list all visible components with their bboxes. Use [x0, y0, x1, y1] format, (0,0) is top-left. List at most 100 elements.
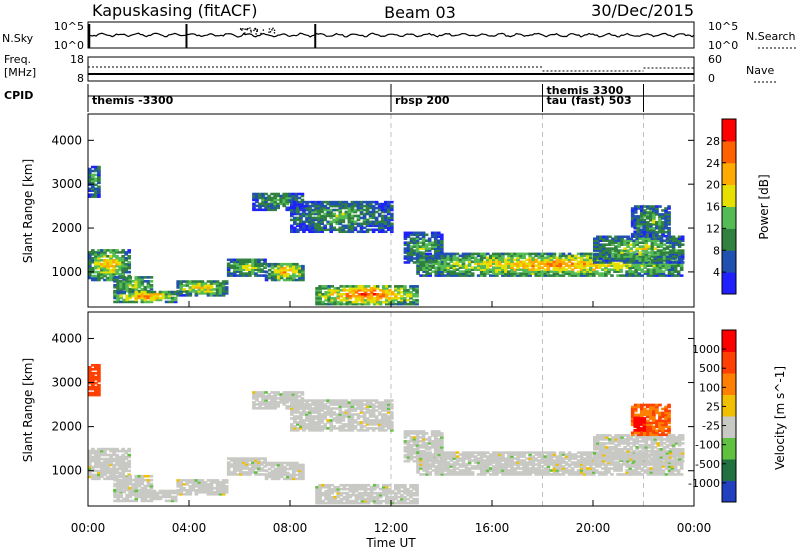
velocity-cell [149, 499, 154, 503]
velocity-cell [311, 403, 315, 406]
velocity-cell [356, 421, 361, 424]
velocity-cell [403, 483, 407, 487]
power-cell [366, 302, 371, 306]
power-cell [461, 254, 466, 258]
velocity-cell [332, 417, 337, 420]
velocity-cell [91, 447, 95, 451]
noise-left-tick-bottom: 10^0 [54, 39, 84, 52]
velocity-cell [302, 413, 306, 416]
velocity-cell [368, 399, 373, 402]
power-cell [608, 243, 612, 246]
power-cell [363, 298, 368, 302]
power-cell [221, 288, 226, 291]
power-cell [389, 228, 394, 232]
power-cell [639, 218, 644, 222]
power-cell [149, 296, 154, 300]
velocity-cell [302, 419, 306, 422]
velocity-cell [363, 489, 368, 493]
velocity-cell [427, 446, 432, 449]
power-cell [324, 298, 328, 302]
power-cell [659, 259, 664, 262]
power-cell [298, 274, 302, 278]
power-cell [194, 284, 199, 287]
power-cell [288, 278, 293, 282]
power-cell [347, 226, 352, 230]
power-cell [679, 268, 684, 271]
power-cell [121, 249, 125, 252]
power-cell [510, 260, 514, 264]
power-cell [261, 194, 265, 198]
velocity-cell [329, 421, 334, 424]
power-cell [146, 294, 151, 298]
velocity-cell [94, 393, 98, 397]
power-cell [579, 266, 584, 269]
power-cell [377, 222, 382, 226]
power-cell [620, 241, 624, 244]
power-cell [614, 241, 618, 244]
velocity-cell [329, 399, 334, 402]
power-cell [347, 222, 352, 226]
power-cell [680, 251, 685, 254]
power-cell [513, 268, 517, 271]
velocity-cell [127, 473, 132, 477]
velocity-cell [116, 474, 120, 478]
velocity-cell [88, 451, 92, 455]
power-cell [232, 262, 237, 266]
velocity-cell [387, 483, 392, 487]
velocity-cell [394, 485, 398, 489]
power-cell [257, 262, 261, 266]
power-cell [327, 300, 331, 304]
velocity-cell [115, 469, 119, 473]
power-cell [329, 202, 334, 206]
power-cell [567, 254, 572, 258]
power-cell [479, 252, 484, 256]
velocity-cell [121, 455, 125, 459]
power-cell [555, 260, 560, 264]
power-cell [91, 187, 95, 191]
velocity-cell [296, 399, 300, 402]
power-cell [378, 296, 383, 300]
power-cell [221, 280, 226, 283]
power-cell [113, 285, 117, 289]
cpid-label: CPID [4, 89, 33, 102]
velocity-cell [170, 489, 175, 493]
velocity-cell [383, 407, 388, 410]
power-cell [91, 185, 95, 189]
velocity-cell [91, 465, 95, 469]
power-cell [434, 252, 439, 256]
power-cell [242, 272, 246, 275]
power-cell [409, 249, 414, 252]
velocity-cell [261, 391, 265, 394]
power-cell [273, 262, 278, 266]
power-cell [375, 287, 380, 290]
power-cell [525, 274, 529, 277]
velocity-cell [293, 409, 297, 412]
velocity-cell [149, 489, 154, 493]
velocity-cell [212, 481, 217, 484]
power-cell [436, 241, 441, 244]
power-cell [365, 218, 370, 222]
power-cell [112, 253, 116, 256]
power-cell [292, 274, 296, 278]
velocity-cell [109, 463, 113, 467]
velocity-cell [206, 487, 211, 490]
velocity-cell [226, 471, 231, 474]
power-cell [386, 226, 391, 230]
power-cell [221, 284, 226, 287]
power-cell [658, 274, 663, 277]
velocity-cell [118, 457, 122, 461]
power-cell [570, 270, 575, 273]
power-cell [644, 253, 649, 256]
power-cell [658, 217, 662, 220]
velocity-cell [103, 471, 107, 475]
power-cell [617, 239, 621, 243]
power-cell [655, 230, 659, 234]
noise-left-label: N.Sky [2, 32, 34, 45]
velocity-cell [356, 417, 361, 420]
power-cell [327, 285, 331, 288]
velocity-cell [248, 471, 252, 474]
velocity-cell [383, 415, 388, 418]
power-cell [276, 192, 280, 196]
power-cell [305, 218, 309, 222]
noise-dot [241, 29, 243, 31]
